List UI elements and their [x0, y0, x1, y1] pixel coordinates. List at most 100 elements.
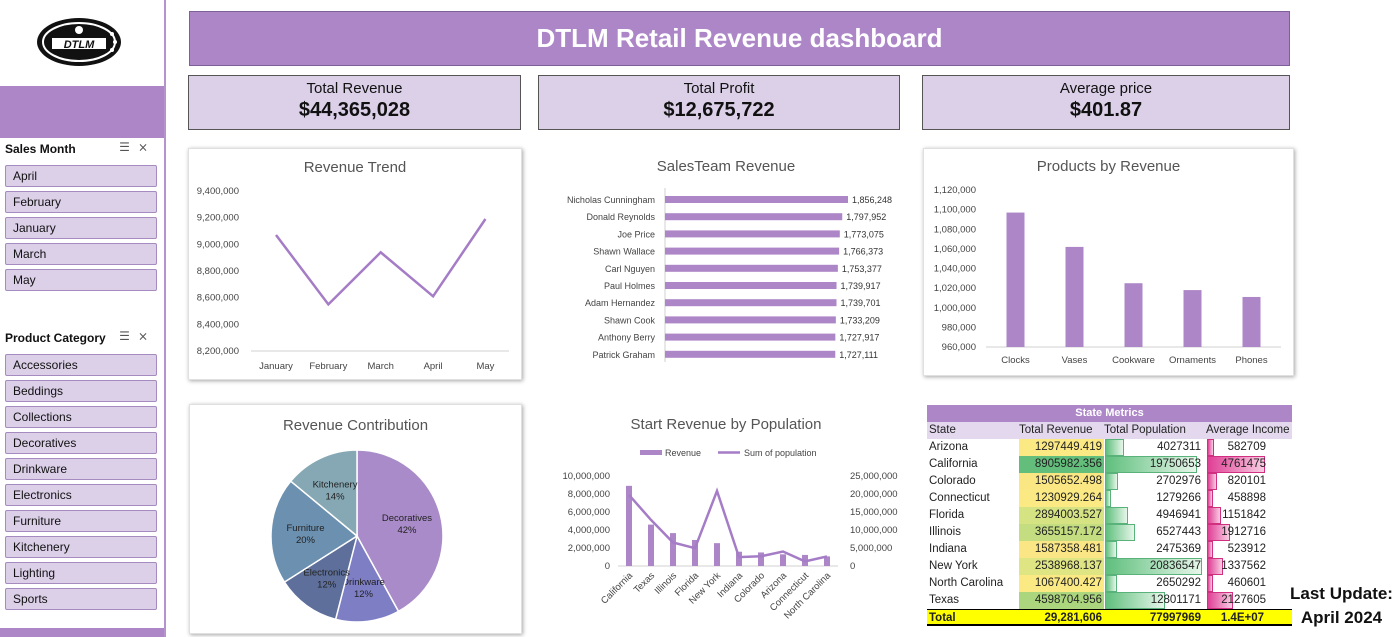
x-tick-label: May — [476, 361, 494, 372]
multi-select-icon[interactable]: ☰ — [119, 140, 138, 154]
category-label: Shawn Wallace — [593, 247, 655, 257]
team-bar — [665, 333, 836, 341]
income-data-bar — [1207, 575, 1213, 592]
kpi-label: Average price — [1059, 80, 1153, 97]
team-bar — [665, 350, 836, 358]
pie-slice — [334, 533, 400, 623]
data-label: 1,739,701 — [841, 298, 881, 308]
legend-label: Revenue — [665, 448, 701, 458]
slicer-item[interactable]: Drinkware — [5, 458, 157, 480]
population-data-bar — [1105, 558, 1202, 575]
cell-population: 12801171 — [1104, 592, 1203, 609]
table-title: State Metrics — [927, 405, 1292, 422]
revenue-trend-card[interactable]: Revenue Trend 8,200,000 8,400,000 8,600,00… — [188, 148, 522, 380]
cell-revenue: 2894003.527 — [1019, 507, 1104, 524]
category-label: Carl Nguyen — [605, 264, 655, 274]
revenue-bar — [758, 552, 764, 566]
slicer-item[interactable]: Kitchenery — [5, 536, 157, 558]
x-tick-label: Cookware — [1112, 355, 1155, 366]
cell-income-value: 1151842 — [1222, 509, 1266, 521]
slicer-item[interactable]: March — [5, 243, 157, 265]
cell-population-value: 19750653 — [1149, 458, 1201, 470]
cell-revenue: 3655157.172 — [1019, 524, 1104, 541]
slicer-item[interactable]: January — [5, 217, 157, 239]
product-bar — [1006, 212, 1025, 347]
cell-population-value: 12801171 — [1150, 594, 1201, 606]
table-row: Colorado 1505652.498 2702976 820101 — [927, 473, 1292, 490]
product-bar — [1124, 283, 1143, 347]
clear-filter-icon[interactable]: ⨯ — [137, 140, 156, 154]
population-data-bar — [1105, 524, 1135, 541]
slicer-item[interactable]: Sports — [5, 588, 157, 610]
pie-slice — [283, 534, 359, 621]
slicer-item[interactable]: April — [5, 165, 157, 187]
product-bar — [1065, 246, 1084, 347]
cell-population-value: 2475369 — [1156, 543, 1201, 555]
cell-income: 4761475 — [1206, 456, 1292, 473]
cell-income-value: 820101 — [1227, 475, 1266, 487]
slice-label: Furniture — [286, 523, 324, 534]
slicer-item[interactable]: Furniture — [5, 510, 157, 532]
population-data-bar — [1105, 473, 1118, 490]
slicer-item[interactable]: Accessories — [5, 354, 157, 376]
revenue-by-population-card[interactable]: Start Revenue by Population Revenue Sum o… — [538, 404, 914, 634]
income-data-bar — [1207, 558, 1223, 575]
data-label: 1,739,917 — [841, 281, 881, 291]
slicer-item[interactable]: Collections — [5, 406, 157, 428]
income-data-bar — [1207, 524, 1230, 541]
dashboard-title: DTLM Retail Revenue dashboard — [189, 11, 1290, 66]
sales-month-slicer: Sales Month ☰⨯ April February January March… — [0, 138, 164, 310]
salesteam-revenue-card[interactable]: SalesTeam Revenue Nicholas Cunningham 1,8… — [538, 148, 914, 380]
products-by-revenue-card[interactable]: Products by Revenue 960,000 980,000 1,000,… — [923, 148, 1294, 376]
table-row: California 8905982.356 19750653 4761475 — [927, 456, 1292, 473]
cell-income: 1337562 — [1206, 558, 1292, 575]
kpi-total-profit: Total Profit $12,675,722 — [538, 75, 900, 130]
revenue-by-population-chart: Revenue Sum of population 0 2,000,000 4,000,… — [562, 448, 898, 621]
chart-title: Revenue Contribution — [282, 417, 429, 434]
column-header: Total Revenue — [1019, 424, 1093, 436]
kpi-label: Total Revenue — [306, 80, 403, 97]
clear-filter-icon[interactable]: ⨯ — [137, 329, 156, 343]
cell-state: Colorado — [929, 475, 976, 487]
slicer-item[interactable]: May — [5, 269, 157, 291]
revenue-contribution-card[interactable]: Revenue Contribution Decoratives 42% Drink… — [189, 404, 522, 634]
logo-text: DTLM — [64, 39, 95, 51]
revenue-bar — [714, 543, 720, 566]
team-bar — [665, 282, 837, 289]
y-tick-label-right: 15,000,000 — [850, 507, 898, 518]
cell-population: 2702976 — [1104, 473, 1203, 490]
slice-label: Decoratives — [382, 513, 432, 524]
y-tick-label: 1,020,000 — [934, 283, 976, 294]
slicer-item[interactable]: February — [5, 191, 157, 213]
revenue-bar — [736, 551, 742, 566]
table-header-row: State Total Revenue Total Population Ave… — [927, 422, 1292, 439]
y-tick-label: 1,060,000 — [934, 244, 976, 255]
slicer-item[interactable]: Decoratives — [5, 432, 157, 454]
cell-income-value: 2127605 — [1221, 594, 1266, 606]
multi-select-icon[interactable]: ☰ — [119, 329, 138, 343]
income-data-bar — [1207, 456, 1265, 473]
cell-income-value: 458898 — [1227, 492, 1266, 504]
team-bar — [665, 196, 848, 203]
slicer-item[interactable]: Electronics — [5, 484, 157, 506]
table-row: North Carolina 1067400.427 2650292 460601 — [927, 575, 1292, 592]
y-tick-label: 9,400,000 — [197, 186, 239, 197]
slicer-item[interactable]: Beddings — [5, 380, 157, 402]
table-row: Illinois 3655157.172 6527443 1912716 — [927, 524, 1292, 541]
cell-income-value: 4761475 — [1221, 458, 1266, 470]
y-tick-label-left: 2,000,000 — [568, 543, 610, 554]
y-tick-label: 1,100,000 — [934, 205, 976, 216]
population-data-bar — [1105, 507, 1128, 524]
dtlm-logo: DTLM — [37, 18, 121, 66]
cell-state: New York — [929, 560, 978, 572]
team-bar — [665, 264, 838, 272]
pie-slice — [289, 449, 358, 538]
y-tick-label: 8,200,000 — [197, 346, 239, 357]
revenue-bar — [824, 556, 830, 566]
cell-income-value: 460601 — [1227, 577, 1266, 589]
slice-label: Kitchenery — [313, 479, 358, 490]
slicer-item[interactable]: Lighting — [5, 562, 157, 584]
slice-percent: 12% — [354, 589, 374, 600]
slice-percent: 14% — [326, 491, 346, 502]
income-data-bar — [1207, 592, 1233, 609]
